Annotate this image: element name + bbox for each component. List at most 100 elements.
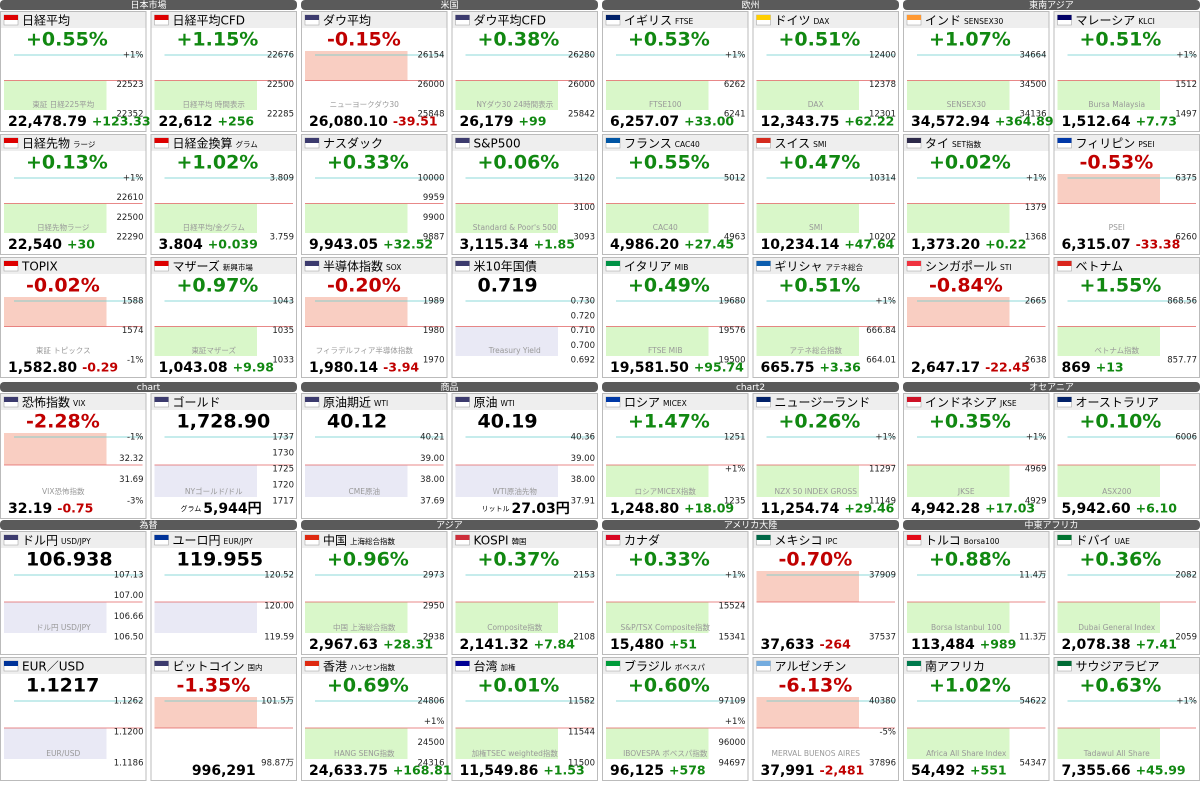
quote-value: 40.19 [478,411,538,433]
flag-color [455,15,470,20]
tile-header [1,258,146,274]
price-change: +0.039 [208,237,258,252]
axis-label: 2153 [573,571,595,581]
market-tile: TOPIX 東証 トピックス 1588 1574 -1% -0.02% 1,582.80 -0… [0,257,147,378]
axis-label: 6006 [1175,433,1197,443]
flag-color [4,261,18,266]
tile-subname: 上海総合指数 [350,536,395,546]
tile-subname: アテネ総合 [826,262,864,272]
price: 2,078.38 [1062,637,1131,653]
tile-header [603,135,748,151]
chart-watermark: Dubai General Index [1078,623,1156,632]
tile-name: 日経先物 [22,137,70,151]
axis-label: 31.69 [119,475,143,485]
tile-frame [752,134,899,255]
price: 1,043.08 [159,360,228,376]
market-tile: シンガポール STI 2665 2638 -0.84% 2,647.17 -22.45 [903,257,1050,378]
chart-watermark: アテネ総合指数 [790,345,843,355]
axis-label: 106.66 [114,612,144,622]
tile-header [904,12,1049,28]
chart-watermark: FTSE100 [649,100,682,109]
axis-label: 5012 [724,174,746,184]
chart-shade [305,602,408,633]
chart-watermark: JKSE [957,487,975,496]
axis-label: 22500 [267,80,294,90]
tile-header [151,658,296,674]
change-percent: +0.51% [779,275,861,297]
tile-frame [903,657,1050,781]
flag-color [756,535,771,540]
section-header [0,382,297,392]
tile-name: インドネシア [925,396,997,410]
change-percent: -0.02% [26,275,100,297]
tile-frame [301,531,448,655]
price-change: +1.53 [543,763,584,778]
price-change: +9.98 [233,360,274,375]
flag-color [1057,397,1072,402]
section-title: 商品 [440,381,458,393]
market-tile: イギリス FTSE FTSE100 +1% 6262 6241 +0.53% 6,257.07… [602,11,749,132]
change-percent: +1.55% [1080,275,1162,297]
axis-label: 15524 [718,602,745,612]
chart-shade [606,326,709,356]
axis-label: +1% [1026,433,1047,443]
tile-header [1054,394,1199,410]
flag-color [756,397,771,402]
tile-name: 恐怖指数 [22,395,70,410]
axis-label: 39.00 [571,454,595,464]
section-title: 東南アジア [1029,0,1074,11]
flag-color [907,261,921,266]
quote-value: 106.938 [26,549,113,571]
chart-watermark: NYダウ30 24時間表示 [476,99,553,109]
axis-label: 6375 [1175,174,1197,184]
price-change: +33.00 [684,114,734,129]
axis-label: 2638 [1025,356,1047,366]
axis-label: 11297 [869,465,896,475]
change-percent: +1.15% [177,29,259,51]
axis-label: 1720 [272,481,294,491]
tile-name: ダウ平均 [323,13,371,28]
tile-subname: CAC40 [675,140,700,149]
axis-label: 9959 [423,193,445,203]
chart-watermark: フィラデルフィア半導体指数 [316,345,414,355]
chart-shade [606,465,709,497]
price-change: +13 [1096,360,1124,375]
axis-label: 1730 [272,449,294,459]
tile-subname: KLCI [1138,17,1155,26]
axis-label: 34136 [1019,110,1046,120]
axis-label: 0.710 [571,326,595,336]
price: 2,967.63 [309,637,378,653]
section-header [0,0,297,10]
tile-name: 台湾 [474,659,498,674]
tile-header [753,12,898,28]
chart-shade [154,326,257,356]
section-title: 欧州 [741,0,759,11]
axis-label: 107.00 [114,591,144,601]
tile-name: ビットコイン [173,660,245,674]
tile-name: 日経金換算 [173,136,233,151]
axis-label: 0.720 [571,311,595,321]
chart-shade [305,297,408,327]
tile-name: ドバイ [1076,534,1112,548]
axis-label: +1% [875,433,896,443]
change-percent: +0.13% [26,152,108,174]
flag-color [606,261,620,266]
axis-label: 3120 [573,174,595,184]
chart-shade [907,465,1010,497]
axis-label: 94697 [718,759,745,769]
tile-subname: SMI [813,140,826,149]
flag-color [4,138,18,143]
change-percent: +0.47% [779,152,861,174]
chart-watermark: 中国 上海総合指数 [333,622,396,632]
chart-shade [756,80,859,110]
price-change: +29.46 [844,501,894,516]
price: 5,942.60 [1062,501,1131,517]
flag-color [606,138,620,143]
price-change: +32.52 [383,237,433,252]
chart-watermark: 東証マザーズ [191,345,236,355]
axis-label: 4969 [1025,465,1047,475]
